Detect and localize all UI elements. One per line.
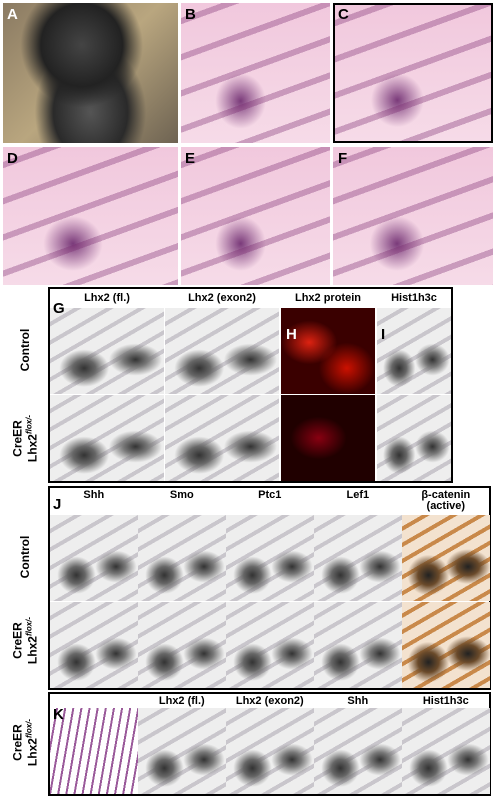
panel-label: A [7, 6, 18, 23]
panel-label: C [338, 6, 349, 23]
column-header: Hist1h3c [422, 695, 469, 707]
panel-label: D [7, 150, 18, 167]
row-label-line: CreER [10, 622, 25, 659]
micrograph [138, 515, 226, 601]
column-header: Lhx2 (fl.) [84, 292, 130, 304]
micrograph [50, 515, 138, 601]
micrograph [50, 308, 164, 394]
panel-frame [48, 287, 453, 483]
row-label-line: Lhx2flox/- [25, 394, 40, 484]
micrograph [226, 515, 314, 601]
row-label-line: Lhx2flox/- [25, 596, 40, 686]
row-label: CreER Lhx2flox/- [11, 394, 40, 484]
panel-label: K [53, 706, 64, 723]
gene: Lhx2 [25, 636, 40, 665]
panel-frame [48, 486, 491, 690]
row-label: CreER Lhx2flox/- [11, 596, 40, 686]
micrograph [165, 308, 279, 394]
micrograph [165, 395, 279, 481]
micrograph [314, 708, 402, 794]
column-header: Lhx2 (exon2) [188, 292, 256, 304]
micrograph [181, 3, 330, 143]
micrograph [402, 602, 490, 688]
panel-label: F [338, 150, 348, 167]
micrograph [402, 708, 490, 794]
micrograph [138, 708, 226, 794]
micrograph [377, 308, 451, 394]
column-header: Lhx2 (fl.) [158, 695, 205, 707]
superscript: flox/- [24, 718, 34, 739]
micrograph [138, 602, 226, 688]
micrograph [50, 708, 138, 794]
micrograph [281, 308, 375, 394]
column-header: Hist1h3c [391, 292, 437, 304]
mouse-photo [3, 3, 178, 143]
micrograph [226, 602, 314, 688]
panel-label: E [185, 150, 196, 167]
micrograph [333, 3, 493, 143]
row-label: CreER Lhx2flox/- [11, 698, 40, 788]
micrograph [3, 147, 178, 285]
column-header: Shh [83, 489, 105, 501]
micrograph [281, 395, 375, 481]
micrograph [50, 602, 138, 688]
column-header: Ptc1 [258, 489, 282, 501]
micrograph [402, 515, 490, 601]
row-label-line: CreER [10, 724, 25, 761]
row-label: Control [18, 535, 32, 579]
gene: Lhx2 [25, 738, 40, 767]
superscript: flox/- [24, 414, 34, 435]
micrograph [314, 515, 402, 601]
micrograph [181, 147, 330, 285]
micrograph [226, 708, 314, 794]
column-header: Lhx2 (exon2) [235, 695, 304, 707]
superscript: flox/- [24, 616, 34, 637]
row-label: Control [18, 328, 32, 372]
panel-label: B [185, 6, 196, 23]
micrograph [333, 147, 493, 285]
row-label-line: CreER [10, 420, 25, 457]
column-header: Smo [169, 489, 194, 501]
panel-label: J [53, 496, 62, 513]
panel-label: I [381, 326, 386, 343]
micrograph [377, 395, 451, 481]
column-header: Shh [347, 695, 369, 707]
panel-label: H [286, 326, 297, 343]
row-label-line: Lhx2flox/- [25, 698, 40, 788]
gene: Lhx2 [25, 434, 40, 463]
micrograph [50, 395, 164, 481]
column-header: Lhx2 protein [294, 292, 361, 304]
column-header: Lef1 [346, 489, 370, 501]
panel-label: G [53, 300, 65, 317]
micrograph [314, 602, 402, 688]
panel-frame [48, 692, 491, 796]
column-header: β-catenin (active) [421, 489, 471, 512]
